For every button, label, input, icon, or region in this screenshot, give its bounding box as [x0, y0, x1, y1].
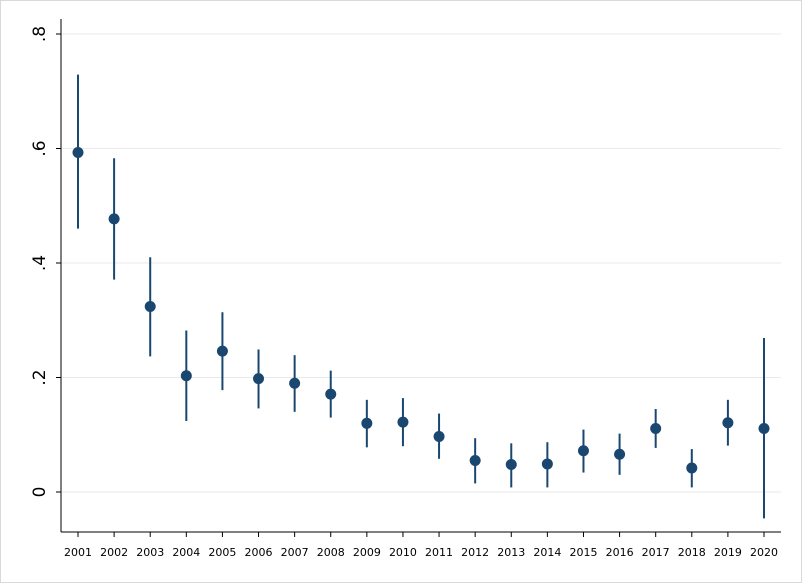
estimate-point	[614, 448, 626, 460]
x-tick-label: 2018	[678, 546, 706, 559]
x-tick-label: 2005	[208, 546, 236, 559]
x-tick-label: 2004	[172, 546, 200, 559]
estimate-points	[72, 147, 770, 474]
estimate-point	[686, 462, 698, 474]
y-tick-label: .8	[30, 26, 50, 42]
x-tick-label: 2006	[245, 546, 273, 559]
y-axis-ticks: 0 .2 .4 .6 .8	[30, 26, 61, 498]
estimate-point	[541, 458, 553, 470]
estimate-point	[325, 388, 337, 400]
x-tick-label: 2008	[317, 546, 345, 559]
estimate-point	[577, 445, 589, 457]
estimate-point	[216, 345, 228, 357]
estimate-point	[469, 455, 481, 467]
estimate-point	[650, 422, 662, 434]
x-tick-label: 2019	[714, 546, 742, 559]
x-tick-label: 2011	[425, 546, 453, 559]
estimate-point	[180, 370, 192, 382]
x-tick-label: 2010	[389, 546, 417, 559]
y-tick-label: .2	[30, 369, 50, 385]
estimate-point	[361, 417, 373, 429]
estimate-point	[108, 213, 120, 225]
x-tick-label: 2020	[750, 546, 778, 559]
y-tick-label: .6	[30, 140, 50, 156]
x-tick-label: 2016	[606, 546, 634, 559]
estimate-point	[72, 147, 84, 159]
x-tick-label: 2009	[353, 546, 381, 559]
x-tick-label: 2003	[136, 546, 164, 559]
estimate-point	[722, 417, 734, 429]
x-tick-label: 2013	[497, 546, 525, 559]
x-axis-ticks: 2001 2002 2003 2004 2005 2006 2007 2008 2009 2010…	[64, 532, 778, 559]
estimate-point	[505, 459, 517, 471]
estimate-point	[758, 422, 770, 434]
x-tick-label: 2015	[569, 546, 597, 559]
estimate-point	[253, 373, 265, 385]
x-tick-label: 2002	[100, 546, 128, 559]
y-tick-label: 0	[30, 487, 50, 498]
estimate-point	[397, 416, 409, 428]
gridlines	[61, 33, 781, 493]
estimate-point	[433, 430, 445, 442]
y-tick-label: .4	[30, 255, 50, 271]
axes	[60, 19, 781, 533]
x-tick-label: 2012	[461, 546, 489, 559]
estimate-point	[289, 377, 301, 389]
x-tick-label: 2001	[64, 546, 92, 559]
x-tick-label: 2014	[533, 546, 561, 559]
estimate-point	[144, 301, 156, 313]
x-tick-label: 2017	[642, 546, 670, 559]
x-tick-label: 2007	[281, 546, 309, 559]
confidence-intervals	[77, 74, 765, 519]
